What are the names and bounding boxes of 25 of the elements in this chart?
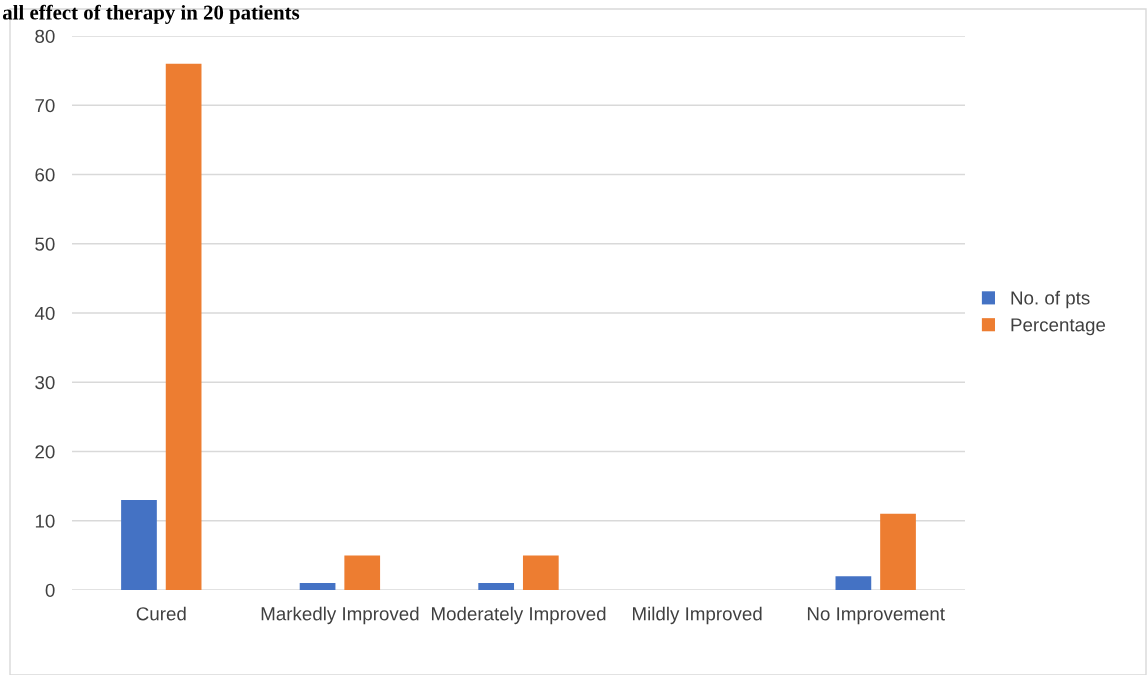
x-tick-label: Moderately Improved <box>431 606 606 625</box>
legend-label: Percentage <box>1011 318 1106 336</box>
x-tick-label: Mildly Improved <box>633 606 762 625</box>
bar <box>121 499 157 590</box>
legend-label: No. of pts <box>1011 290 1090 309</box>
bar <box>344 555 381 590</box>
bar <box>299 583 336 590</box>
bar <box>478 583 515 590</box>
y-tick-label: 50 <box>35 237 55 251</box>
y-tick-label: 10 <box>35 514 55 528</box>
y-tick-label: 40 <box>34 306 55 320</box>
bar <box>880 513 916 590</box>
bar <box>522 555 559 590</box>
y-tick-label: 80 <box>35 29 55 43</box>
bar <box>165 63 202 590</box>
x-tick-label: Cured <box>136 606 186 621</box>
x-tick-label: No Improvement <box>807 607 945 625</box>
y-tick-label: 0 <box>45 583 55 597</box>
x-tick-label: Markedly Improved <box>261 606 419 625</box>
bar <box>835 576 872 590</box>
y-tick-label: 70 <box>35 98 55 113</box>
chart-title: all effect of therapy in 20 patients <box>2 4 300 24</box>
y-tick-label: 30 <box>35 375 55 390</box>
y-tick-label: 60 <box>35 168 55 182</box>
y-tick-label: 20 <box>35 445 55 459</box>
